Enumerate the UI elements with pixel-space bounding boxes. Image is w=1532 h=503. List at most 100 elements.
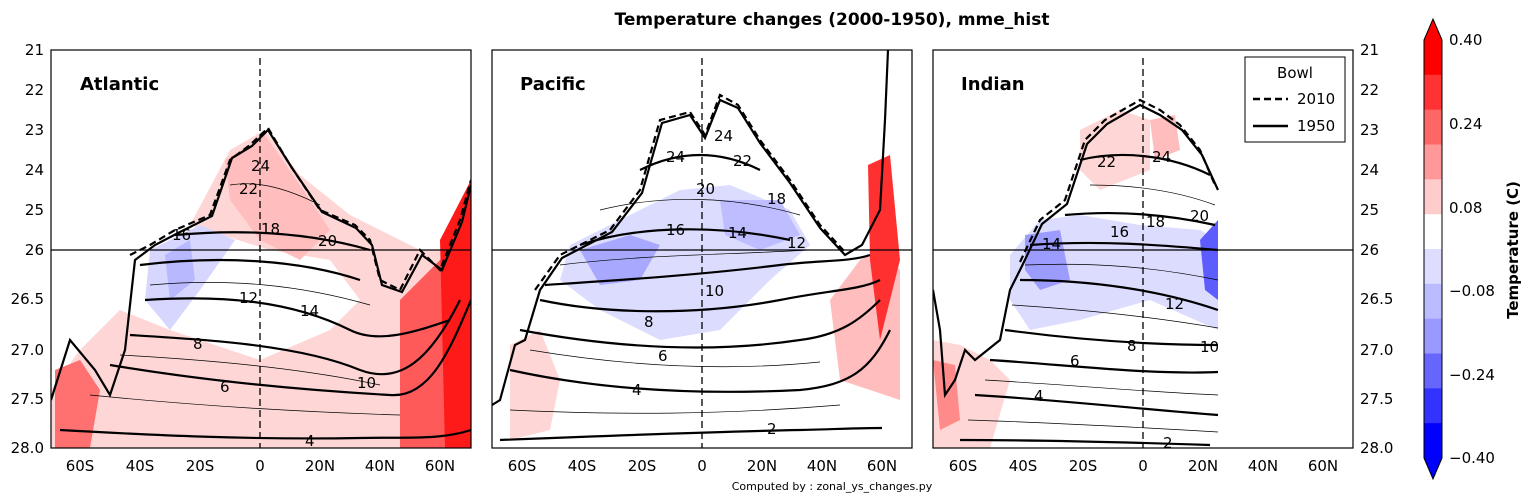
- atlantic-label-12: 12: [239, 289, 258, 307]
- panel-atlantic: Atlantic 24 22 18 20 16 12 14 8 6 10 4 6…: [11, 41, 472, 475]
- indian-isoline-thin-b: [1024, 263, 1219, 281]
- indian-label-6: 6: [1070, 352, 1080, 370]
- chart-title: Temperature changes (2000-1950), mme_his…: [615, 10, 1050, 30]
- pacific-isoline-16: [579, 228, 791, 247]
- atlantic-cool-core: [165, 240, 195, 300]
- colorbar: 0.40 0.24 0.08 −0.08 −0.24 −0.40 Tempera…: [1423, 17, 1522, 481]
- colorbar-segment: [1424, 109, 1442, 145]
- pacific-isoline-22: [639, 153, 761, 171]
- atlantic-isoline-thin-c: [89, 394, 401, 416]
- colorbar-segment: [1424, 318, 1442, 354]
- indian-label-16: 16: [1110, 223, 1129, 241]
- atlantic-label-20: 20: [318, 232, 337, 250]
- atlantic-label-22: 22: [239, 180, 258, 198]
- pacific-label-24-right: 24: [714, 127, 733, 145]
- indian-label-12: 12: [1165, 295, 1184, 313]
- atlantic-isoline-4: [59, 428, 471, 440]
- atlantic-warm-north-edge: [440, 180, 471, 448]
- indian-xtick-0: 0: [1138, 457, 1148, 475]
- indian-isoline-22: [1079, 153, 1211, 176]
- left-y-axis: 21 22 23 24 25 26 26.5 27.0 27.5 28.0: [11, 41, 44, 457]
- atlantic-frame: [50, 49, 472, 449]
- colorbar-segment: [1424, 249, 1442, 285]
- atlantic-isoline-8: [129, 299, 461, 376]
- colorbar-segment: [1424, 40, 1442, 76]
- pacific-bowl-2010: [534, 93, 846, 291]
- atlantic-warm-region: [51, 130, 471, 448]
- pacific-label-16: 16: [666, 221, 685, 239]
- pacific-label-22: 22: [733, 152, 752, 170]
- colorbar-tick-0-24: 0.24: [1449, 115, 1482, 133]
- atlantic-isoline-20: [174, 231, 371, 252]
- colorbar-segment: [1424, 179, 1442, 215]
- ytick-left-22: 22: [25, 81, 44, 99]
- ytick-right-21: 21: [1360, 41, 1379, 59]
- atlantic-basin-title: Atlantic: [80, 74, 159, 95]
- colorbar-segment: [1424, 388, 1442, 424]
- indian-frame: [932, 49, 1354, 449]
- right-y-axis: 21 22 23 24 25 26 26.5 27.0 27.5 28.0: [1360, 41, 1393, 457]
- pacific-label-10: 10: [705, 282, 724, 300]
- atlantic-label-16: 16: [172, 226, 191, 244]
- ytick-right-22: 22: [1360, 81, 1379, 99]
- atlantic-label-8: 8: [193, 335, 203, 353]
- indian-label-14: 14: [1042, 235, 1061, 253]
- legend-box: [1244, 56, 1346, 143]
- indian-fill: [933, 58, 1353, 448]
- pacific-basin-title: Pacific: [520, 74, 586, 95]
- indian-xtick-20n: 20N: [1188, 457, 1218, 475]
- indian-contour-labels: 22 24 20 18 16 14 12 8 6 10 4 2: [1034, 148, 1219, 452]
- atlantic-x-axis: 60S 40S 20S 0 20N 40N 60N: [66, 457, 455, 475]
- pacific-label-6: 6: [658, 347, 668, 365]
- pacific-warm-south: [510, 330, 560, 440]
- pacific-isoline-6: [519, 299, 881, 349]
- atlantic-xtick-60s: 60S: [66, 457, 95, 475]
- pacific-x-axis: 60S 40S 20S 0 20N 40N 60N: [508, 457, 897, 475]
- colorbar-extend-max: [1424, 19, 1442, 40]
- colorbar-ticks: 0.40 0.24 0.08 −0.08 −0.24 −0.40: [1449, 31, 1495, 467]
- atlantic-fill: [51, 58, 471, 448]
- atlantic-warm-core: [225, 135, 330, 260]
- indian-xtick-60n: 60N: [1308, 457, 1338, 475]
- ytick-left-27-0: 27.0: [11, 341, 44, 359]
- colorbar-segment: [1424, 423, 1442, 459]
- indian-isoline-14: [1029, 241, 1219, 252]
- pacific-isoline-thin-a: [599, 198, 801, 216]
- atlantic-label-14: 14: [300, 302, 319, 320]
- indian-label-22: 22: [1097, 153, 1116, 171]
- indian-x-axis: 60S 40S 20S 0 20N 40N 60N: [949, 457, 1338, 475]
- pacific-xtick-40n: 40N: [807, 457, 837, 475]
- colorbar-outline: [1423, 17, 1443, 481]
- indian-isoline-thin-c: [1011, 304, 1219, 329]
- indian-isoline-4: [974, 393, 1219, 417]
- pacific-label-14: 14: [728, 224, 747, 242]
- pacific-xtick-20n: 20N: [747, 457, 777, 475]
- atlantic-isoline-6: [109, 299, 471, 397]
- ytick-right-25: 25: [1360, 201, 1379, 219]
- atlantic-label-10: 10: [357, 374, 376, 392]
- pacific-xtick-20s: 20S: [628, 457, 657, 475]
- atlantic-label-18: 18: [261, 220, 280, 238]
- indian-isoline-thin-e: [967, 419, 1219, 433]
- colorbar-segment: [1424, 74, 1442, 111]
- colorbar-segment: [1424, 283, 1442, 320]
- pacific-label-2: 2: [767, 420, 777, 438]
- pacific-label-24-left: 24: [666, 148, 685, 166]
- indian-isoline-thin-d: [984, 379, 1219, 396]
- colorbar-tick-0-08: 0.08: [1449, 199, 1482, 217]
- pacific-label-20: 20: [696, 180, 715, 198]
- pacific-cool-core-west: [580, 235, 660, 285]
- indian-isoline-thin-a: [1089, 184, 1216, 206]
- colorbar-segment: [1424, 214, 1442, 250]
- indian-basin-title: Indian: [961, 74, 1025, 95]
- pacific-fill: [492, 50, 912, 448]
- indian-warm-core: [1150, 115, 1180, 160]
- colorbar-tick-0-40: 0.40: [1449, 31, 1482, 49]
- pacific-warm-east-core: [868, 155, 900, 340]
- pacific-isoline-thin-c: [529, 349, 821, 368]
- atlantic-warm-south: [55, 360, 100, 448]
- legend-title: Bowl: [1277, 64, 1313, 82]
- indian-xtick-40s: 40S: [1009, 457, 1038, 475]
- pacific-label-4: 4: [632, 381, 642, 399]
- pacific-xtick-60s: 60S: [508, 457, 537, 475]
